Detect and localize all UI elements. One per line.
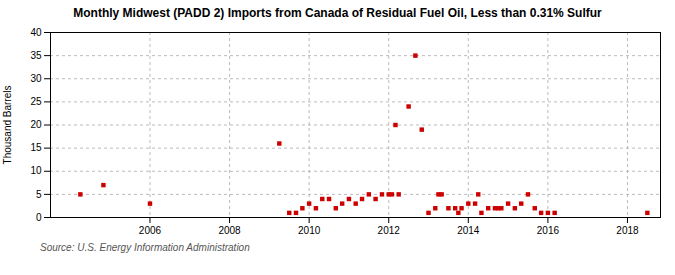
svg-text:0: 0: [36, 212, 42, 223]
svg-text:10: 10: [30, 165, 42, 176]
svg-text:5: 5: [36, 189, 42, 200]
svg-text:2018: 2018: [616, 225, 639, 236]
svg-text:35: 35: [30, 50, 42, 61]
svg-text:2014: 2014: [457, 225, 480, 236]
svg-text:30: 30: [30, 73, 42, 84]
svg-text:2006: 2006: [139, 225, 162, 236]
svg-text:Thousand Barrels: Thousand Barrels: [2, 86, 13, 165]
svg-text:2016: 2016: [537, 225, 560, 236]
svg-text:2010: 2010: [298, 225, 321, 236]
svg-text:20: 20: [30, 119, 42, 130]
svg-text:2012: 2012: [378, 225, 401, 236]
svg-text:15: 15: [30, 142, 42, 153]
svg-text:40: 40: [30, 27, 42, 38]
svg-text:25: 25: [30, 96, 42, 107]
html-text:Source: U.S. Energy Informatio: Source: U.S. Energy Information Administ…: [40, 242, 250, 253]
html-text:Monthly Midwest (PADD 2) Impor: Monthly Midwest (PADD 2) Imports from Ca…: [73, 6, 602, 20]
svg-text:2008: 2008: [218, 225, 241, 236]
